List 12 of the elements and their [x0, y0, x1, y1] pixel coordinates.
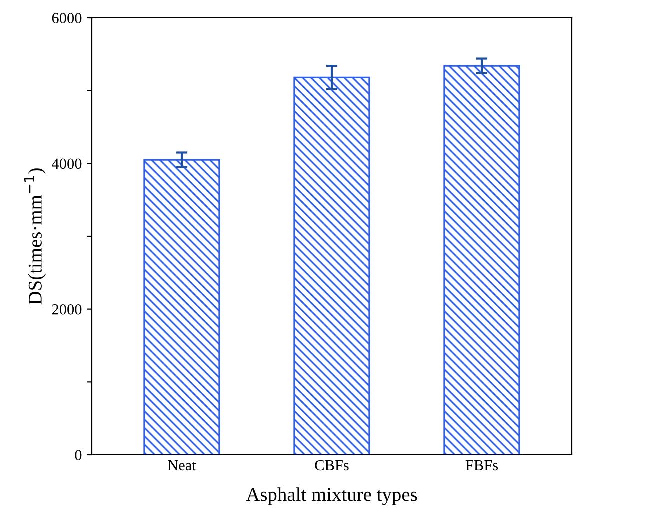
bar — [444, 65, 520, 455]
bar — [294, 76, 370, 455]
y-axis-title: DS(times·mm$^{−1}$) — [24, 168, 46, 305]
x-tick-label: Neat — [168, 460, 196, 471]
x-axis-title: Asphalt mixture types — [246, 488, 418, 506]
y-tick-label: 2000 — [52, 304, 82, 315]
x-tick-label: FBFs — [466, 460, 498, 471]
x-tick-label: CBFs — [315, 460, 349, 471]
y-tick-label: 4000 — [52, 158, 82, 170]
y-tick-label: 0 — [75, 450, 82, 460]
bar — [144, 159, 220, 455]
y-tick-label: 6000 — [52, 13, 82, 24]
